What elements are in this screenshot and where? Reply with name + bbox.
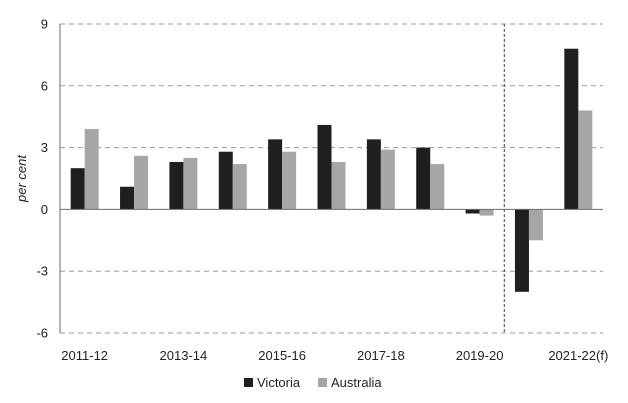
x-tick-label: 2011-12: [61, 348, 108, 363]
bar-australia-2014-15: [232, 164, 247, 210]
y-tick-label: 3: [41, 140, 48, 155]
bar-victoria-2013-14: [169, 162, 184, 210]
y-tick-label: -3: [36, 264, 48, 279]
x-tick-label: 2017-18: [357, 348, 405, 363]
bar-australia-2019-20: [479, 209, 494, 216]
bar-victoria-2011-12: [70, 168, 85, 210]
y-tick-label: 0: [41, 202, 48, 217]
y-axis-title: per cent: [14, 154, 29, 203]
legend-label-australia: Australia: [331, 375, 382, 390]
bar-victoria-2021-22(f): [564, 48, 579, 210]
bar-victoria-2012-13: [120, 186, 135, 210]
legend-swatch-australia: [318, 378, 327, 387]
bar-australia-2021-22(f): [578, 110, 593, 210]
bar-australia-2017-18: [380, 149, 395, 210]
bar-victoria-2018-19: [416, 147, 431, 210]
bar-australia-2016-17: [331, 162, 346, 210]
legend-swatch-victoria: [244, 378, 253, 387]
bar-australia-2012-13: [134, 155, 149, 210]
bar-australia-2011-12: [84, 129, 99, 210]
bar-victoria-2014-15: [218, 151, 233, 210]
y-tick-label: 9: [41, 17, 48, 32]
y-tick-label: -6: [36, 326, 48, 341]
bar-victoria-2017-18: [366, 139, 381, 210]
bar-australia-2020-21: [528, 209, 543, 241]
x-tick-label: 2019-20: [456, 348, 504, 363]
bar-victoria-2016-17: [317, 124, 332, 210]
bar-victoria-2020-21: [514, 209, 529, 292]
bar-australia-2018-19: [430, 164, 445, 210]
legend-label-victoria: Victoria: [257, 375, 301, 390]
x-tick-label: 2013-14: [160, 348, 208, 363]
bar-australia-2015-16: [282, 151, 297, 210]
x-tick-label: 2015-16: [258, 348, 306, 363]
x-tick-label: 2021-22(f): [548, 348, 608, 363]
y-tick-label: 6: [41, 78, 48, 93]
bar-australia-2013-14: [183, 157, 198, 210]
bar-victoria-2019-20: [465, 209, 480, 214]
bar-victoria-2015-16: [268, 139, 283, 210]
